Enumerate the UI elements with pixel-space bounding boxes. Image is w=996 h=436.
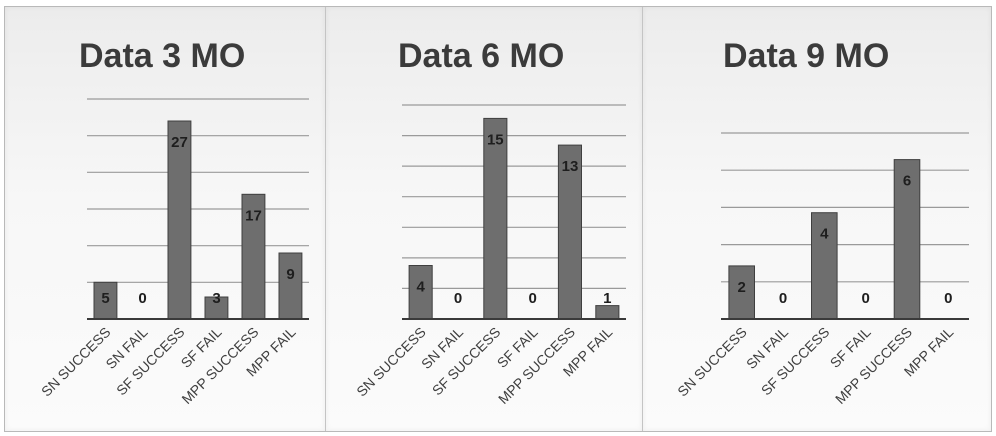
data-label-9mo-4: 6 (903, 173, 911, 190)
data-label-9mo-0: 2 (738, 279, 746, 296)
data-label-9mo-5: 0 (944, 290, 952, 307)
data-label-3mo-2: 27 (171, 134, 188, 151)
bar-6mo-5 (595, 305, 620, 320)
chart-strip: Data 3 MO 5 SN SUCCESS 0 SN FAIL 27 SF SUCCESS… (4, 6, 992, 432)
tick-label-6mo-0: SN SUCCESS (353, 324, 429, 400)
bar-3mo-5 (278, 252, 303, 320)
bar-6mo-2 (483, 117, 508, 320)
chart-title-9mo: Data 9 MO (723, 37, 889, 75)
chart-title-3mo: Data 3 MO (79, 37, 245, 75)
data-label-3mo-0: 5 (101, 290, 109, 307)
data-label-6mo-4: 13 (562, 158, 579, 175)
data-label-9mo-1: 0 (779, 290, 787, 307)
data-label-3mo-5: 9 (286, 266, 294, 283)
data-label-6mo-3: 0 (529, 290, 537, 307)
data-label-3mo-3: 3 (212, 290, 220, 307)
data-label-6mo-2: 15 (487, 131, 504, 148)
data-label-3mo-1: 0 (138, 290, 146, 307)
bar-9mo-2 (811, 212, 838, 320)
data-label-6mo-0: 4 (417, 279, 426, 296)
chart-panel-3mo: Data 3 MO 5 SN SUCCESS 0 SN FAIL 27 SF SUCCESS… (5, 7, 326, 431)
tick-label-9mo-0: SN SUCCESS (674, 324, 750, 400)
data-label-3mo-4: 17 (245, 207, 262, 224)
chart-panel-9mo: Data 9 MO 2 SN SUCCESS 0 SN FAIL 4 SF SUCCESS 0… (643, 7, 991, 431)
data-label-6mo-1: 0 (454, 290, 462, 307)
bar-9mo-4 (893, 159, 921, 320)
bar-9mo-0 (728, 265, 756, 320)
data-label-6mo-5: 1 (603, 290, 611, 307)
chart-panel-6mo: Data 6 MO 4 SN SUCCESS 0 SN FAIL 15 SF SUCCESS… (326, 7, 643, 431)
chart-title-6mo: Data 6 MO (398, 37, 564, 75)
data-label-9mo-2: 4 (820, 226, 829, 243)
data-label-9mo-3: 0 (862, 290, 870, 307)
